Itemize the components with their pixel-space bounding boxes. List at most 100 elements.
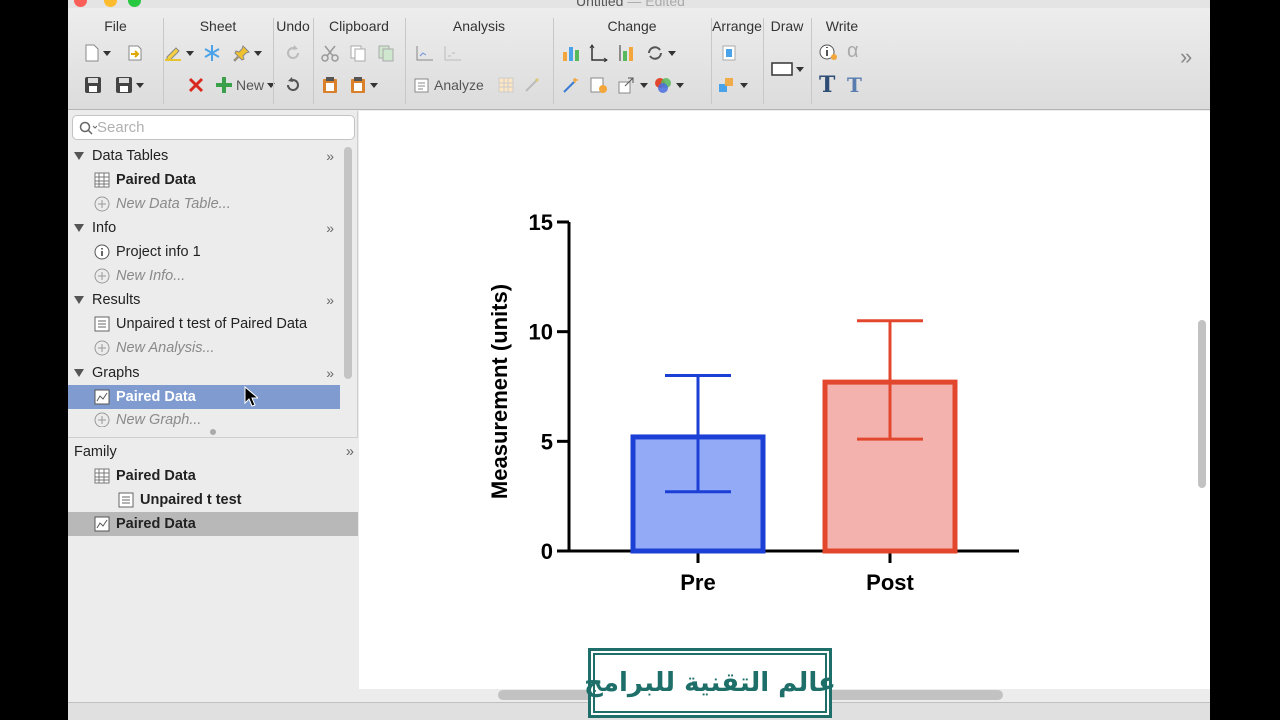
search-input[interactable] [97,119,337,136]
close-window-button[interactable] [74,0,87,7]
mouse-cursor-icon [244,386,258,407]
section-title: Results [92,292,141,308]
toolbar-group-file: File [68,8,163,108]
section-info[interactable]: Info » [68,216,340,240]
align-button[interactable] [720,42,738,64]
wizard-button[interactable] [561,74,581,96]
paste-button[interactable] [321,74,339,96]
chevron-down-icon [136,82,144,88]
section-title: Info [92,220,117,236]
copy-special-button[interactable] [377,42,395,64]
group-label-undo: Undo [276,18,310,34]
toolbar-group-clipboard: Clipboard [313,8,405,108]
navigator-scrollbar[interactable] [344,147,352,379]
interpolate-button[interactable] [415,42,435,64]
add-circle-icon [94,268,110,284]
import-button[interactable] [126,42,144,64]
new-file-button[interactable] [84,42,111,64]
add-data-button[interactable] [589,74,609,96]
cut-button[interactable] [321,42,339,64]
pin-button[interactable] [233,42,262,64]
results-sheet-icon [94,316,110,332]
expand-more-icon[interactable]: » [345,444,354,460]
y-tick-label: 0 [541,539,553,564]
paste-special-button[interactable] [349,74,378,96]
freeze-button[interactable] [203,42,221,64]
colors-button[interactable] [653,74,684,96]
watermark-logo: عالم التقنية للبرامج [584,648,836,718]
disclosure-triangle-icon [74,369,84,377]
export-button[interactable] [617,74,648,96]
refresh-icon [648,46,662,60]
minimize-window-button[interactable] [104,0,117,7]
change-axes-button[interactable] [589,42,609,64]
new-info-link[interactable]: New Info... [68,264,340,288]
new-data-table-link[interactable]: New Data Table... [68,192,340,216]
magic-button[interactable] [523,74,541,96]
color-palette-icon [655,78,671,93]
section-data-tables[interactable]: Data Tables » [68,144,340,168]
toolbar-overflow-button[interactable]: » [1180,44,1192,69]
toolbar-group-change: Change [553,8,711,108]
wand-icon [525,78,539,92]
delete-button[interactable] [188,74,204,96]
undo-button[interactable] [284,74,302,96]
add-circle-icon [94,196,110,212]
axes-icon [589,44,608,62]
expand-more-icon[interactable]: » [326,365,334,381]
search-box[interactable] [72,115,355,140]
bar-chart-icon [563,47,579,61]
new-sheet-button[interactable]: New [215,74,276,96]
family-item-graph-selected[interactable]: Paired Data [68,512,358,536]
nav-item-info[interactable]: Project info 1 [68,240,340,264]
search-icon [79,121,97,135]
save-as-button[interactable] [115,74,144,96]
expand-more-icon[interactable]: » [326,148,334,164]
swap-button[interactable] [645,42,676,64]
item-label: Paired Data [116,172,196,188]
export-icon [618,77,634,94]
highlight-button[interactable] [163,42,194,64]
clipboard-icon [351,77,365,93]
add-circle-icon [94,340,110,356]
new-item-label: New Graph... [116,412,202,427]
text-style-button[interactable]: T [847,73,862,97]
info-text-button[interactable] [819,42,839,64]
bar-chart: 0 5 10 15 Pre Post Measurement (units) [487,210,1019,595]
alpha-icon: α [847,39,859,62]
change-bars-button[interactable] [617,42,637,64]
splitter-handle[interactable] [210,429,216,435]
zoom-window-button[interactable] [128,0,141,7]
arrange-button[interactable] [717,74,748,96]
section-results[interactable]: Results » [68,288,340,312]
new-analysis-link[interactable]: New Analysis... [68,336,340,360]
disclosure-triangle-icon [74,296,84,304]
vertical-scrollbar[interactable] [1198,320,1206,488]
table-analysis-button[interactable] [497,74,515,96]
save-button[interactable] [84,74,102,96]
family-header: Family » [68,440,358,464]
chevron-down-icon [103,50,111,56]
expand-more-icon[interactable]: » [326,292,334,308]
copy-button[interactable] [349,42,367,64]
expand-more-icon[interactable]: » [326,220,334,236]
nav-item-data-table[interactable]: Paired Data [68,168,340,192]
greek-button[interactable]: α [847,40,859,62]
new-item-label: New Info... [116,268,186,284]
nav-item-result[interactable]: Unpaired t test of Paired Data [68,312,340,336]
text-icon: T [819,72,836,98]
item-label: Project info 1 [116,244,201,260]
nav-item-graph-selected[interactable]: Paired Data [68,385,340,409]
regression-button[interactable] [443,42,463,64]
redo-button[interactable] [284,42,302,64]
section-graphs[interactable]: Graphs » [68,361,340,385]
family-item-results[interactable]: Unpaired t test [68,488,340,512]
family-item-data-table[interactable]: Paired Data [68,464,340,488]
new-graph-link[interactable]: New Graph... [68,409,340,427]
text-button[interactable]: T [819,72,836,98]
change-graph-type-button[interactable] [561,42,581,64]
draw-shape-button[interactable] [771,58,804,80]
group-label-arrange: Arrange [712,18,762,34]
analyze-button[interactable]: Analyze [413,74,484,96]
toolbar-group-undo: Undo [273,8,313,108]
